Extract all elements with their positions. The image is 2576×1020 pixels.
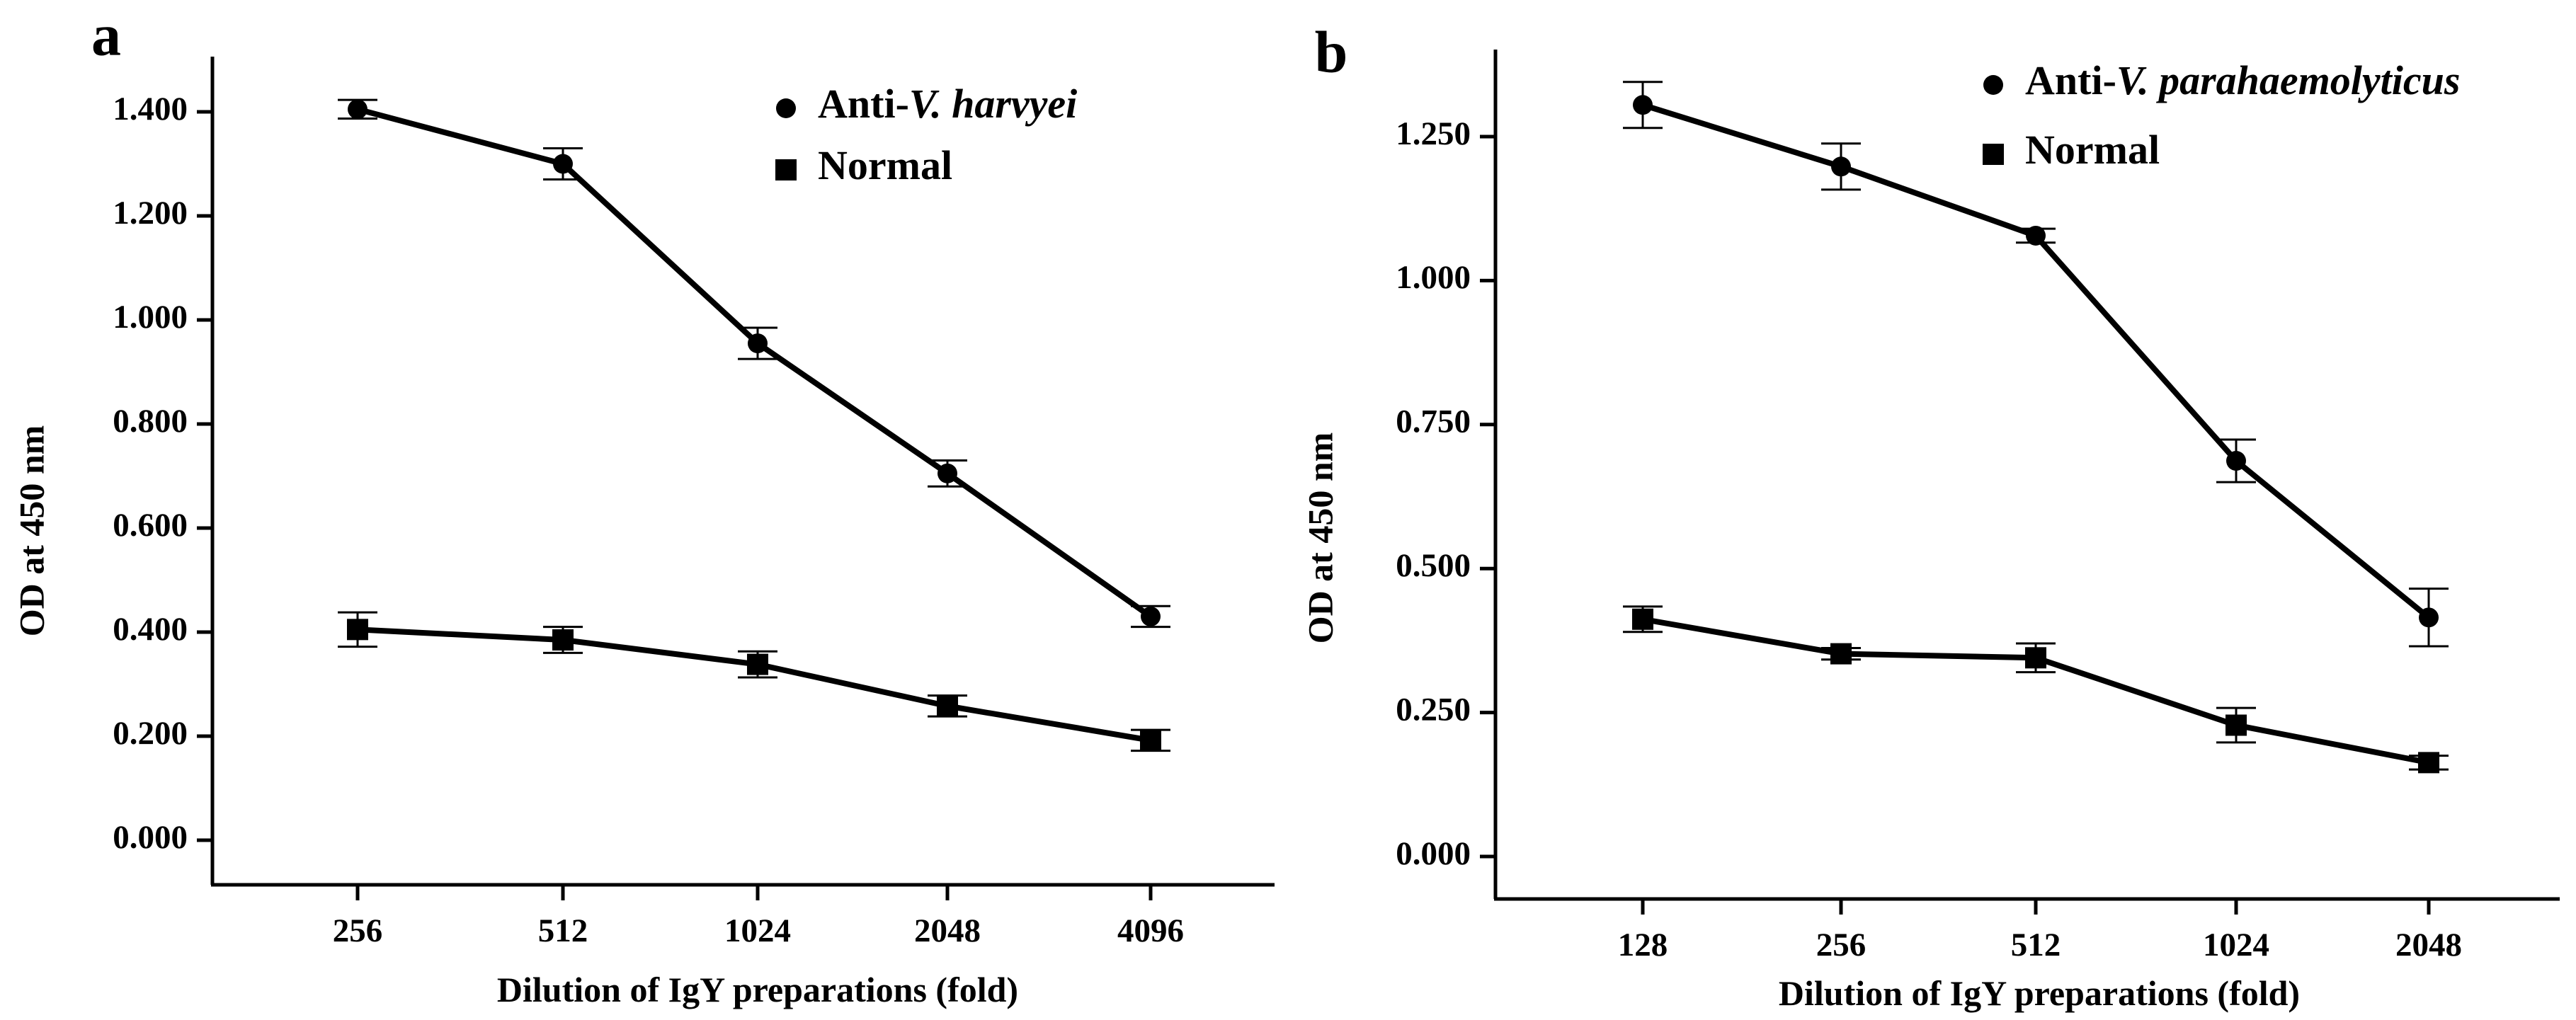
y-tick-label: 0.800	[113, 403, 188, 440]
series-line	[357, 626, 1151, 743]
x-tick-label: 2048	[914, 912, 981, 949]
data-point-square	[347, 619, 368, 641]
data-point-circle	[2419, 607, 2439, 628]
legend-marker-circle	[776, 98, 796, 118]
data-point-square	[2025, 647, 2046, 669]
series-normal	[338, 611, 1170, 752]
series-line	[1642, 616, 2429, 766]
data-point-square	[1830, 643, 1852, 665]
y-tick-label: 0.500	[1396, 547, 1471, 584]
x-tick-label: 128	[1618, 927, 1668, 963]
x-tick-label: 512	[538, 912, 588, 949]
legend-label: Anti-V. harvyei	[818, 81, 1077, 127]
y-tick-label: 0.400	[113, 611, 188, 648]
y-tick-label: 1.000	[113, 299, 188, 336]
data-point-square	[1632, 608, 1653, 630]
x-tick-label: 512	[2011, 927, 2061, 963]
x-tick-label: 4096	[1117, 912, 1184, 949]
data-point-circle	[1633, 95, 1653, 115]
x-tick-label: 1024	[724, 912, 791, 949]
y-tick-label: 0.000	[1396, 835, 1471, 872]
data-point-square	[937, 695, 958, 717]
chart-panel-a: a 0.000 0.200 0.400 0.600 0.800 1.000 1.200 1.40…	[11, 2, 1275, 1009]
legend-marker-circle	[1983, 75, 2003, 95]
x-axis-title: Dilution of IgY preparations (fold)	[497, 970, 1018, 1009]
y-tick-label: 1.250	[1396, 115, 1471, 152]
y-tick-label: 0.750	[1396, 403, 1471, 440]
legend-marker-square	[775, 159, 797, 180]
data-point-square	[2418, 752, 2439, 774]
data-point-square	[747, 653, 768, 675]
series-anti	[338, 98, 1170, 629]
series-normal	[1623, 605, 2449, 774]
x-axis-title: Dilution of IgY preparations (fold)	[1779, 973, 2300, 1013]
panel-label: b	[1315, 19, 1348, 85]
series-anti	[1623, 81, 2449, 648]
legend-label: Anti-V. parahaemolyticus	[2025, 57, 2460, 103]
chart-panel-b: b 0.000 0.250 0.500 0.750 1.000 1.250 128 256 512…	[1300, 19, 2560, 1013]
y-tick-label: 0.000	[113, 819, 188, 856]
data-point-circle	[1831, 156, 1851, 177]
y-axis-title: OD at 450 nm	[1300, 432, 1340, 644]
panel-label: a	[91, 2, 121, 68]
series-line	[356, 106, 1153, 619]
x-tick-label: 2048	[2395, 927, 2462, 963]
x-tick-label: 256	[333, 912, 383, 949]
data-point-circle	[2026, 225, 2046, 246]
y-tick-label: 1.000	[1396, 259, 1471, 296]
data-point-square	[552, 629, 574, 651]
y-axis-title: OD at 450 nm	[11, 425, 51, 637]
series-line	[1641, 102, 2431, 620]
data-point-square	[1140, 729, 1161, 751]
y-tick-label: 0.200	[113, 715, 188, 752]
data-point-circle	[2226, 451, 2246, 471]
legend-marker-square	[1983, 144, 2004, 165]
data-point-square	[2225, 714, 2247, 736]
y-tick-label: 0.250	[1396, 691, 1471, 728]
x-tick-label: 256	[1816, 927, 1867, 963]
data-point-circle	[348, 99, 367, 120]
data-point-circle	[937, 463, 957, 483]
x-tick-label: 1024	[2203, 927, 2269, 963]
y-tick-label: 1.200	[113, 195, 188, 231]
legend-label: Normal	[2025, 127, 2160, 173]
legend-label: Normal	[818, 142, 952, 188]
y-tick-label: 0.600	[113, 507, 188, 544]
data-point-circle	[1141, 606, 1161, 626]
data-point-circle	[748, 333, 768, 354]
data-point-circle	[553, 154, 573, 174]
y-tick-label: 1.400	[113, 91, 188, 127]
